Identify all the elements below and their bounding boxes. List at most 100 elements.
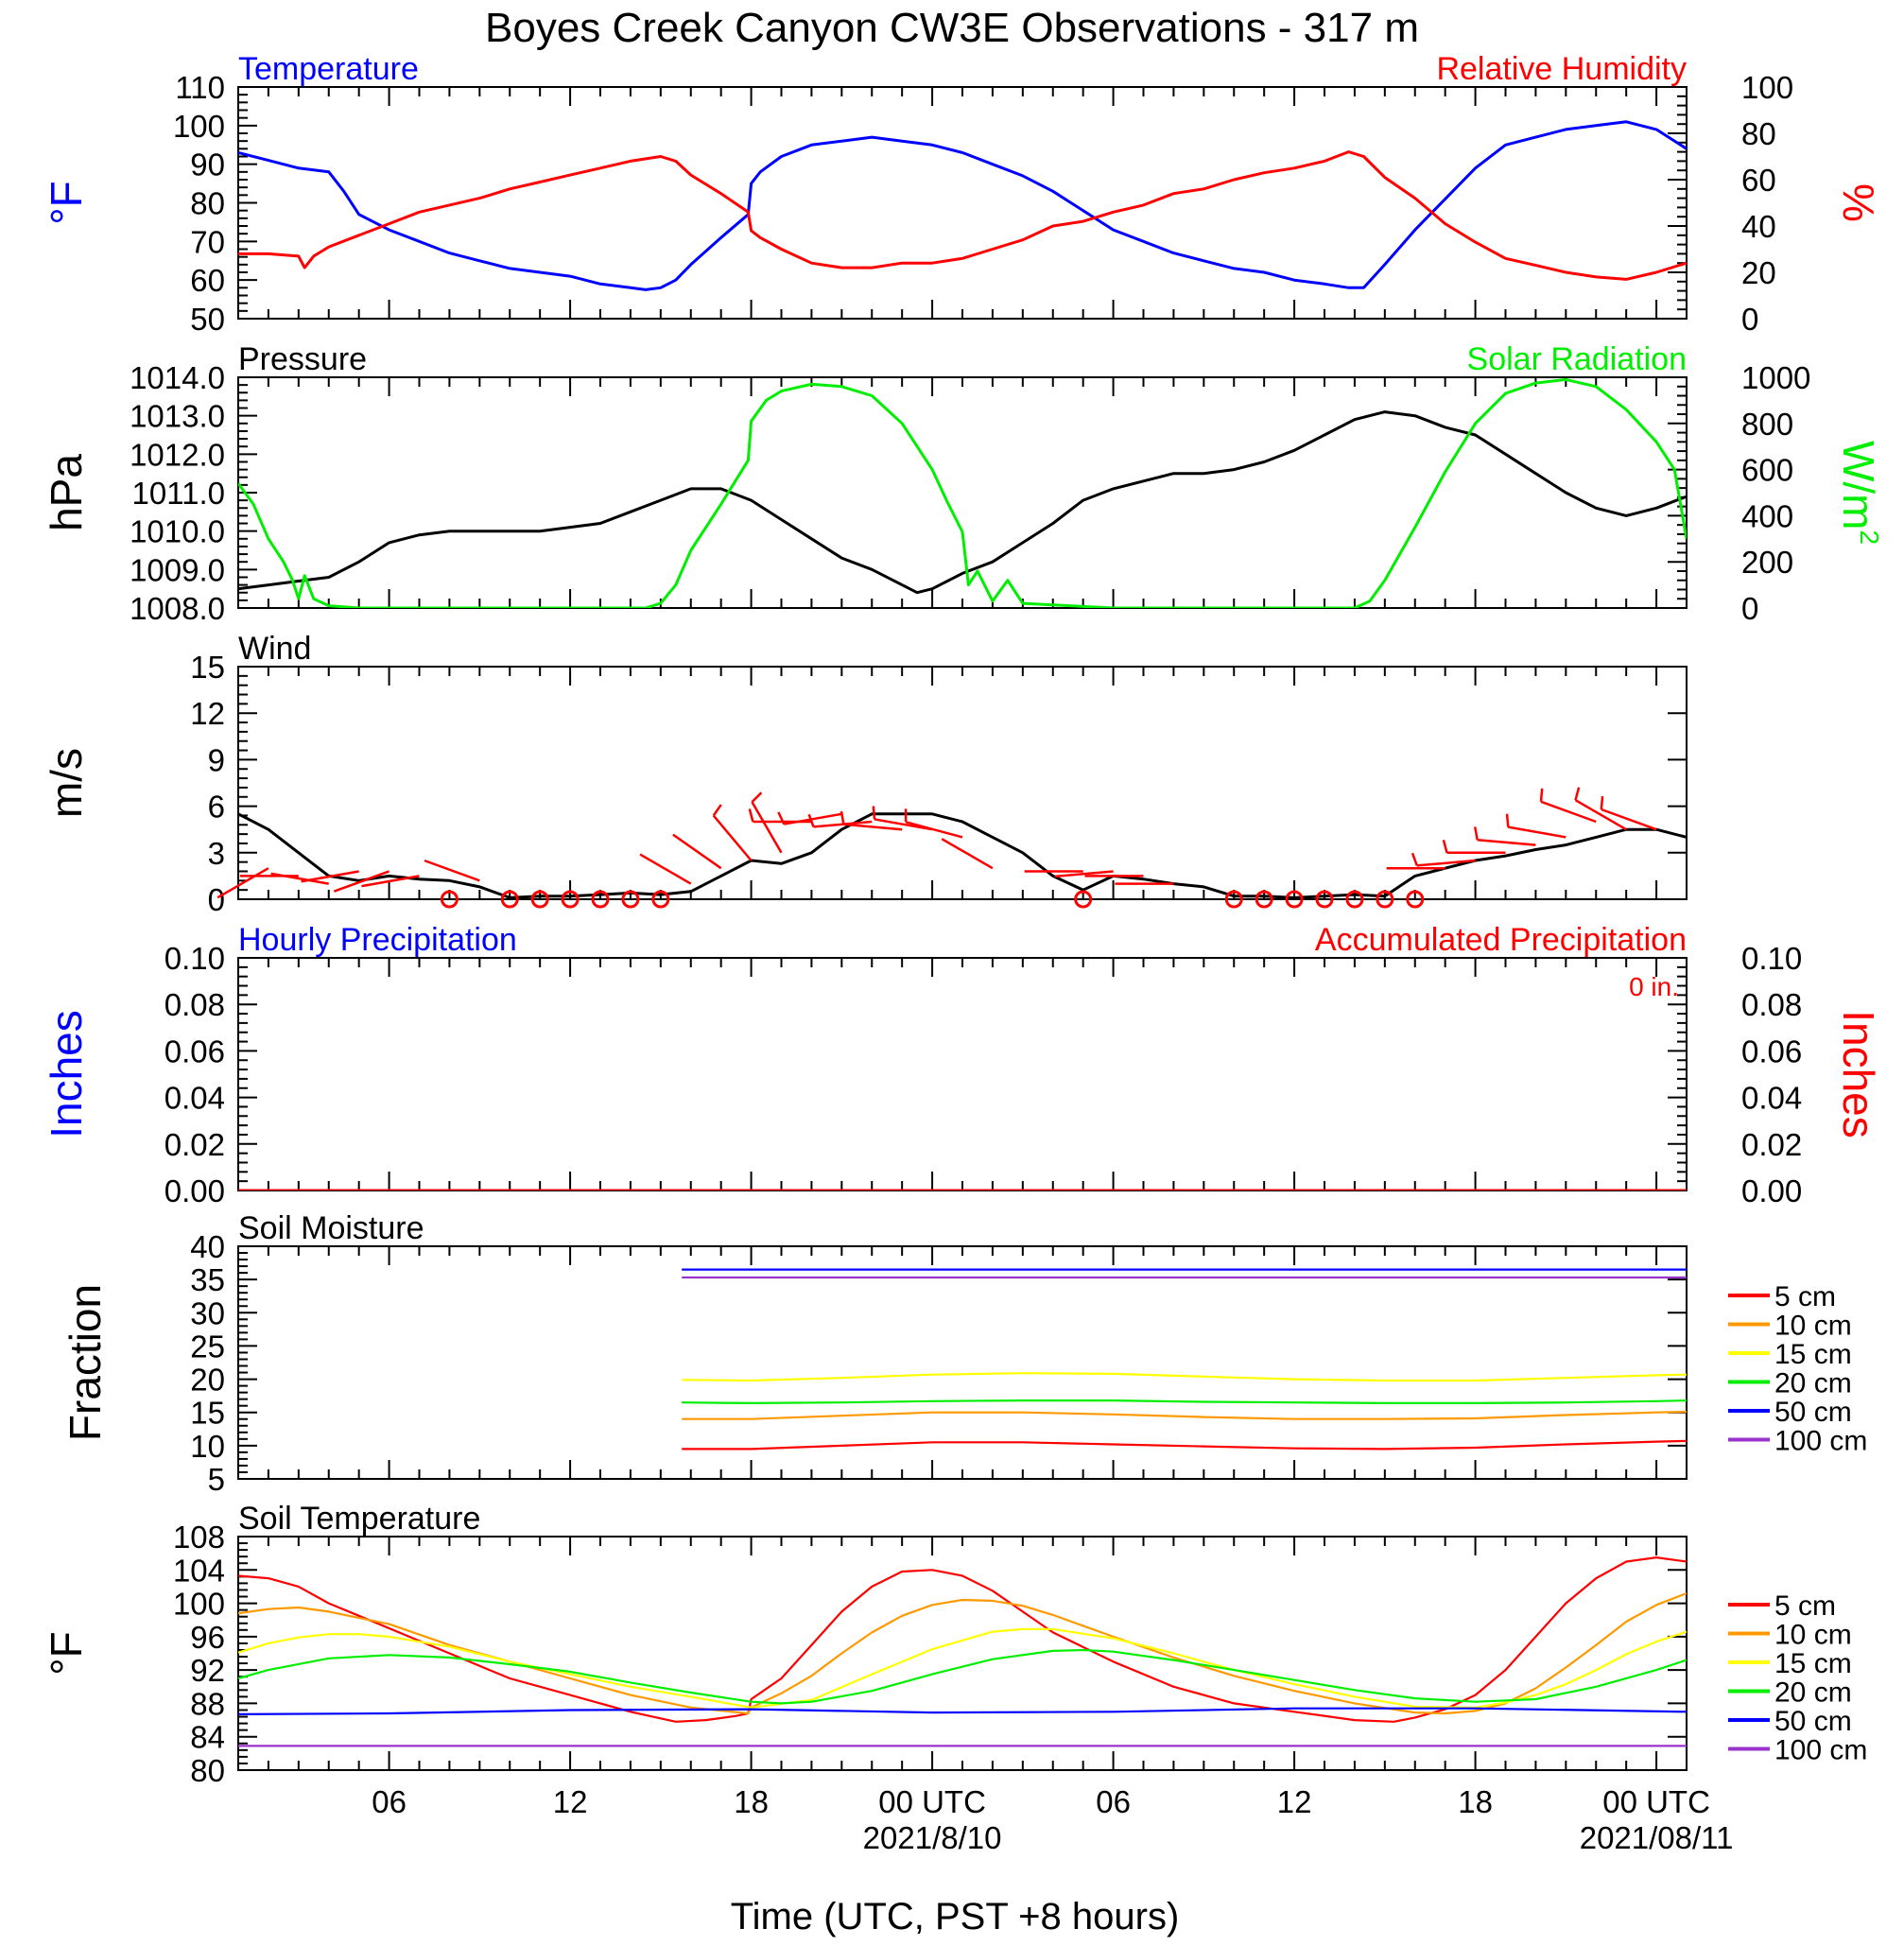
left-tick-label: 35 xyxy=(190,1262,225,1297)
series-line-50-cm xyxy=(238,1707,1687,1716)
left-tick-label: 80 xyxy=(190,186,225,221)
panels: Temperature Relative Humidity506070809010… xyxy=(42,51,1884,1788)
left-tick-label: 0.00 xyxy=(164,1173,225,1208)
right-tick-label: 0.08 xyxy=(1741,987,1802,1022)
calm-wind-marker xyxy=(530,890,549,909)
right-tick-label: 0.04 xyxy=(1741,1081,1802,1116)
right-tick-label: 0.00 xyxy=(1741,1173,1802,1208)
series-group xyxy=(238,812,1687,899)
panel-right-title: Solar Radiation xyxy=(1467,341,1687,377)
left-tick-label: 110 xyxy=(175,70,225,105)
left-tick-label: 1012.0 xyxy=(130,437,225,472)
legend-label: 20 cm xyxy=(1774,1677,1852,1709)
legend-label: 50 cm xyxy=(1774,1397,1852,1428)
right-tick-label: 80 xyxy=(1741,116,1776,151)
right-tick-label: 0.02 xyxy=(1741,1127,1802,1162)
series-line-temperature xyxy=(238,120,1687,291)
calm-wind-marker xyxy=(1315,890,1334,909)
calm-wind-marker xyxy=(1074,890,1093,909)
left-tick-label: 104 xyxy=(173,1553,225,1588)
left-axis-label: m/s xyxy=(42,748,91,818)
calm-wind-marker xyxy=(591,890,610,909)
left-tick-label: 25 xyxy=(190,1329,225,1364)
right-axis-label-text: Inches xyxy=(1834,1010,1883,1138)
right-tick-label: 800 xyxy=(1741,407,1793,442)
legend-label: 50 cm xyxy=(1774,1706,1852,1737)
left-tick-label: 1014.0 xyxy=(130,360,225,395)
wind-barb-flag xyxy=(1574,787,1581,801)
right-axis-label: % xyxy=(1834,183,1883,222)
series-group xyxy=(238,120,1687,291)
series-line-5-cm xyxy=(682,1439,1687,1451)
series-line-20-cm xyxy=(682,1399,1687,1405)
left-tick-label: 15 xyxy=(190,650,225,685)
left-tick-label: 70 xyxy=(190,224,225,259)
right-axis-label-text: W/m xyxy=(1834,441,1883,530)
wind-barb xyxy=(333,870,390,893)
left-tick-label: 100 xyxy=(173,1587,225,1622)
left-axis-label: Fraction xyxy=(61,1284,110,1441)
panel-left-title: Wind xyxy=(238,631,311,667)
time-tick-label: 06 xyxy=(1096,1784,1131,1819)
time-tick-label: 06 xyxy=(372,1784,407,1819)
left-tick-label: 0.08 xyxy=(164,987,225,1022)
left-tick-label: 1008.0 xyxy=(130,591,225,626)
wind-barb-flag xyxy=(751,791,763,803)
legend-label: 5 cm xyxy=(1774,1590,1836,1622)
right-axis-label-text: % xyxy=(1834,183,1883,222)
right-tick-label: 1000 xyxy=(1741,360,1810,395)
wind-barb-flag xyxy=(1505,813,1510,827)
left-tick-label: 40 xyxy=(190,1229,225,1264)
wind-barb-flag xyxy=(1442,839,1448,854)
legend-label: 15 cm xyxy=(1774,1339,1852,1370)
legend-label: 15 cm xyxy=(1774,1648,1852,1679)
right-tick-label: 600 xyxy=(1741,453,1793,488)
right-tick-label: 200 xyxy=(1741,545,1793,580)
left-tick-label: 60 xyxy=(190,263,225,298)
left-tick-label: 12 xyxy=(190,696,225,731)
calm-wind-marker xyxy=(440,890,459,909)
left-tick-label: 96 xyxy=(190,1620,225,1655)
panel-right-title: Relative Humidity xyxy=(1436,51,1687,87)
legend-label: 10 cm xyxy=(1774,1311,1852,1342)
wind-barb xyxy=(941,838,994,870)
wind-barb xyxy=(712,814,753,861)
wind-barb-flag xyxy=(748,808,754,823)
panel-temp-rh: Temperature Relative Humidity506070809010… xyxy=(42,51,1883,337)
series-group xyxy=(238,1555,1687,1747)
series-line-10-cm xyxy=(238,1591,1687,1715)
legend-label: 100 cm xyxy=(1774,1735,1867,1766)
plot-frame xyxy=(237,666,1688,900)
left-tick-label: 0.04 xyxy=(164,1081,225,1116)
wind-barb-flag xyxy=(1473,826,1479,841)
right-tick-label: 100 xyxy=(1741,70,1793,105)
series-group xyxy=(682,1268,1687,1451)
time-tick-label: 00 UTC xyxy=(878,1784,986,1819)
right-tick-label: 0.06 xyxy=(1741,1034,1802,1069)
wind-barb xyxy=(784,812,842,825)
left-tick-label: 84 xyxy=(190,1720,225,1755)
left-tick-label: 80 xyxy=(190,1753,225,1788)
left-tick-label: 90 xyxy=(190,148,225,182)
series-line-pressure xyxy=(238,410,1687,595)
left-tick-label: 0.06 xyxy=(164,1034,225,1069)
left-tick-label: 0 xyxy=(208,882,225,917)
wind-barb-flag xyxy=(777,811,786,825)
wind-barb xyxy=(751,801,783,854)
panel-wind: Wind 0 3 6 9 12 15 m/s xyxy=(42,631,1688,917)
series-line-solar-radiation xyxy=(238,377,1687,608)
calm-wind-marker xyxy=(621,890,640,909)
calm-wind-marker xyxy=(500,890,519,909)
calm-wind-marker xyxy=(1224,890,1243,909)
legend-label: 5 cm xyxy=(1774,1281,1836,1312)
series-line-10-cm xyxy=(682,1410,1687,1420)
time-tick-label: 18 xyxy=(734,1784,769,1819)
panel-left-title: Soil Temperature xyxy=(238,1501,480,1537)
time-tick-label: 12 xyxy=(1277,1784,1312,1819)
wind-barb xyxy=(1601,808,1657,831)
right-axis-label: Inches xyxy=(1834,1010,1883,1138)
left-tick-label: 0.02 xyxy=(164,1127,225,1162)
right-axis-label: W/m2 xyxy=(1834,441,1884,545)
